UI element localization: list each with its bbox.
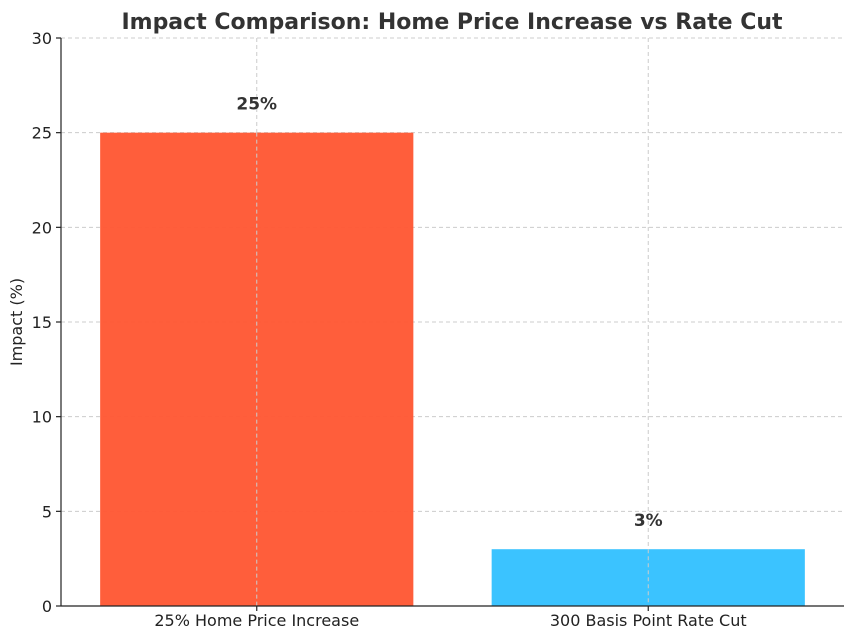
y-tick-label: 20 bbox=[32, 218, 52, 237]
y-axis-ticks: 0 5 10 15 20 25 30 bbox=[32, 29, 61, 616]
y-tick-label: 30 bbox=[32, 29, 52, 48]
data-label: 25% bbox=[236, 95, 277, 115]
x-tick-label: 300 Basis Point Rate Cut bbox=[550, 611, 747, 630]
data-label: 3% bbox=[634, 511, 663, 531]
bars bbox=[100, 132, 805, 606]
y-axis-label: Impact (%) bbox=[7, 278, 26, 366]
y-tick-label: 25 bbox=[32, 124, 52, 143]
chart-title: Impact Comparison: Home Price Increase v… bbox=[121, 10, 783, 35]
y-tick-label: 5 bbox=[42, 502, 52, 521]
data-labels: 25% 3% bbox=[236, 95, 662, 532]
x-tick-label: 25% Home Price Increase bbox=[154, 611, 359, 630]
y-tick-label: 0 bbox=[42, 597, 52, 616]
y-tick-label: 10 bbox=[32, 408, 52, 427]
y-tick-label: 15 bbox=[32, 313, 52, 332]
x-axis-ticks: 25% Home Price Increase 300 Basis Point R… bbox=[154, 606, 747, 630]
